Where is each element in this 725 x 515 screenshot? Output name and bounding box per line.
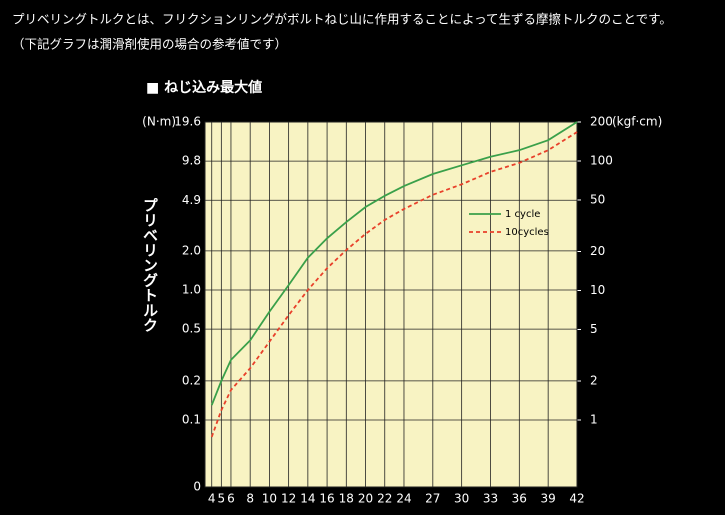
y2-tick-label: 10 — [590, 283, 605, 297]
y2-tick-label: 1 — [590, 413, 598, 427]
x-tick-label: 39 — [541, 492, 556, 506]
y-tick-label: 2.0 — [182, 243, 201, 257]
x-tick-label: 10 — [262, 492, 277, 506]
y-tick-label: 0.2 — [182, 373, 201, 387]
x-tick-label: 18 — [339, 492, 354, 506]
y-tick-label: 19.6 — [174, 115, 201, 129]
header-line: （下記グラフは潤滑剤使用の場合の参考値です） — [12, 37, 287, 52]
y-unit: (N·m) — [142, 115, 176, 129]
plot-border — [204, 121, 578, 488]
y-tick-label: 1.0 — [182, 282, 201, 296]
x-tick-label: 24 — [396, 492, 411, 506]
series-line — [210, 131, 578, 438]
series-line — [210, 121, 578, 406]
y-tick-label: 4.9 — [182, 193, 201, 207]
x-tick-label: 8 — [246, 492, 254, 506]
y-axis-label: プリベリングトルク — [141, 198, 159, 333]
chart-title: ■ ねじ込み最大値 — [146, 79, 262, 96]
y-tick-label: 0.5 — [182, 322, 201, 336]
x-tick-label: 42 — [569, 492, 584, 506]
x-tick-label: 16 — [319, 492, 334, 506]
y2-unit: (kgf·cm) — [612, 115, 662, 129]
plot-area — [205, 122, 577, 487]
x-tick-label: 5 — [218, 492, 226, 506]
y-tick-label: 0.1 — [182, 413, 201, 427]
x-tick-label: 12 — [281, 492, 296, 506]
x-tick-label: 4 — [208, 492, 216, 506]
y2-tick-label: 20 — [590, 244, 605, 258]
x-tick-label: 36 — [512, 492, 527, 506]
y2-tick-label: 100 — [590, 153, 613, 167]
y-tick-label: 0 — [193, 480, 201, 494]
x-tick-label: 14 — [300, 492, 315, 506]
y2-tick-label: 200 — [590, 115, 613, 129]
y-tick-label: 9.8 — [182, 154, 201, 168]
legend-label: 1 cycle — [505, 209, 540, 220]
x-tick-label: 22 — [377, 492, 392, 506]
x-tick-label: 30 — [454, 492, 469, 506]
x-tick-label: 33 — [483, 492, 498, 506]
y2-tick-label: 50 — [590, 192, 605, 206]
header-line: プリベリングトルクとは、フリクションリングがボルトねじ山に作用することによって生… — [12, 12, 672, 27]
x-tick-label: 27 — [425, 492, 440, 506]
y2-tick-label: 2 — [590, 374, 598, 388]
x-tick-label: 6 — [227, 492, 235, 506]
x-tick-label: 20 — [358, 492, 373, 506]
y2-tick-label: 5 — [590, 322, 598, 336]
legend-label: 10cycles — [505, 227, 549, 238]
